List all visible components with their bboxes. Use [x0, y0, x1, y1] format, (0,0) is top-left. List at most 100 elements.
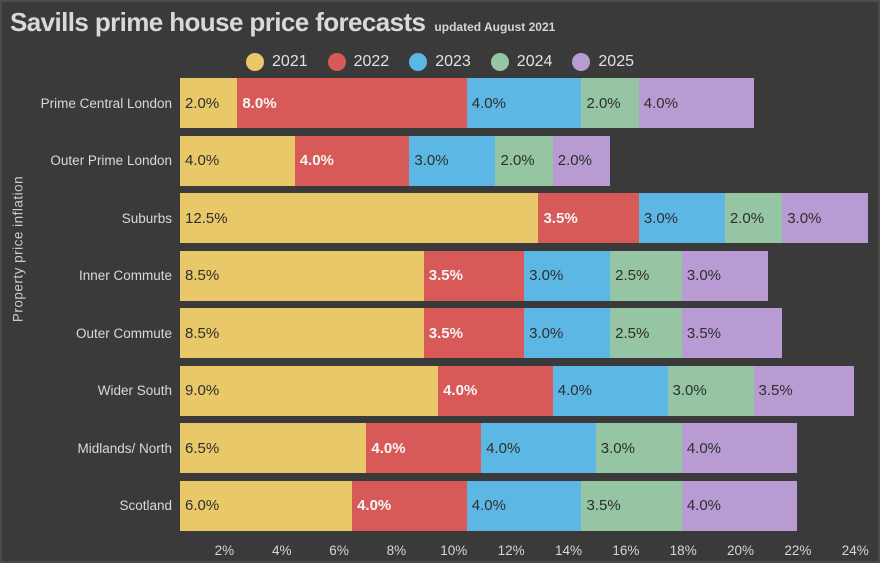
bar-segment-2021: 9.0% — [180, 365, 439, 416]
bar-segment-2023: 4.0% — [466, 480, 582, 531]
bar-segment-2024: 2.0% — [495, 135, 553, 186]
data-label: 4.0% — [185, 152, 220, 169]
x-axis-tick: 20% — [727, 543, 755, 558]
data-label: 2.5% — [615, 267, 650, 284]
chart-row: Prime Central London 2.0% 8.0% 4.0% 2.0% 4.0% — [2, 78, 878, 128]
legend-item-2021[interactable]: 2021 — [246, 53, 308, 71]
bar-track: 4.0% 4.0% 3.0% 2.0% 2.0% — [180, 135, 874, 186]
data-label: 3.5% — [428, 267, 463, 284]
data-label: 2.0% — [500, 152, 535, 169]
bar-segment-2021: 2.0% — [180, 78, 238, 128]
data-label: 4.0% — [686, 497, 722, 514]
data-label: 4.0% — [486, 439, 521, 457]
data-label: 3.5% — [543, 209, 578, 227]
bar-segment-2022: 3.5% — [423, 308, 525, 358]
data-label: 4.0% — [686, 439, 722, 457]
bar-track: 6.5% 4.0% 4.0% 3.0% 4.0% — [180, 423, 874, 473]
x-axis-tick: 10% — [440, 543, 468, 558]
bar-segment-2024: 2.0% — [581, 78, 639, 128]
x-axis-tick: 18% — [669, 543, 697, 558]
x-axis-tick: 24% — [841, 543, 869, 558]
data-label: 2.0% — [586, 94, 621, 112]
category-label: Scotland — [119, 498, 172, 513]
x-axis-tick: 14% — [554, 543, 582, 558]
chart-row: Scotland 6.0% 4.0% 4.0% 3.5% 4.0% — [2, 480, 878, 531]
bar-segment-2025: 4.0% — [681, 423, 797, 473]
bar-segment-2024: 3.0% — [595, 423, 682, 473]
bar-segment-2024: 2.5% — [610, 308, 682, 358]
data-label: 2.0% — [729, 209, 765, 227]
x-axis-tick: 22% — [784, 543, 812, 558]
data-label: 4.0% — [643, 94, 678, 112]
data-label: 4.0% — [557, 382, 592, 399]
legend-label: 2023 — [435, 53, 471, 70]
data-label: 3.0% — [787, 209, 822, 227]
bar-segment-2025: 4.0% — [681, 480, 797, 531]
data-label: 2.0% — [185, 94, 220, 112]
bar-segment-2022: 4.0% — [294, 135, 410, 186]
data-label: 8.5% — [185, 267, 220, 284]
category-label: Outer Commute — [75, 325, 172, 341]
category-label: Outer Prime London — [50, 153, 172, 168]
data-label: 3.0% — [643, 209, 679, 227]
legend-label: 2025 — [598, 53, 634, 70]
legend-label: 2021 — [272, 53, 308, 70]
chart-row: Wider South 9.0% 4.0% 4.0% 3.0% 3.5% — [2, 365, 878, 416]
data-label: 6.5% — [185, 439, 220, 457]
legend-item-2024[interactable]: 2024 — [490, 53, 553, 71]
x-axis-tick: 2% — [214, 543, 235, 558]
rows: Prime Central London 2.0% 8.0% 4.0% 2.0% 4.0%… — [2, 78, 878, 531]
legend-swatch-icon — [490, 53, 509, 71]
data-label: 2.5% — [615, 324, 650, 342]
bar-segment-2024: 3.5% — [581, 480, 682, 531]
x-axis-tick: 12% — [497, 543, 525, 558]
bar-segment-2021: 8.5% — [180, 250, 424, 301]
data-label: 4.0% — [443, 382, 478, 399]
legend-item-2025[interactable]: 2025 — [572, 53, 634, 71]
x-axis-tick: 16% — [612, 543, 640, 558]
bar-track: 8.5% 3.5% 3.0% 2.5% 3.0% — [180, 250, 874, 301]
data-label: 8.5% — [185, 324, 220, 342]
legend: 2021 2022 2023 2024 2025 — [2, 51, 878, 73]
data-label: 3.5% — [586, 497, 621, 514]
data-label: 3.0% — [529, 324, 564, 342]
bar-segment-2021: 12.5% — [180, 193, 539, 243]
bar-segment-2024: 2.5% — [610, 250, 682, 301]
bar-segment-2025: 4.0% — [638, 78, 754, 128]
legend-label: 2022 — [353, 53, 390, 70]
bar-segment-2022: 8.0% — [237, 78, 467, 128]
category-label: Prime Central London — [40, 95, 172, 111]
bar-segment-2021: 4.0% — [180, 135, 295, 186]
bar-segment-2025: 3.5% — [753, 365, 854, 416]
bar-segment-2023: 4.0% — [466, 78, 582, 128]
bar-segment-2023: 4.0% — [552, 365, 668, 416]
bar-segment-2023: 3.0% — [524, 308, 611, 358]
data-label: 4.0% — [299, 152, 334, 169]
bar-segment-2025: 3.5% — [681, 308, 783, 358]
x-axis-tick: 6% — [329, 543, 349, 558]
bar-segment-2023: 3.0% — [524, 250, 611, 301]
x-axis-tick: 8% — [386, 543, 407, 558]
category-label: Wider South — [97, 383, 172, 398]
bar-segment-2021: 8.5% — [180, 308, 424, 358]
bar-segment-2025: 3.0% — [681, 250, 768, 301]
data-label: 9.0% — [185, 382, 220, 399]
legend-item-2023[interactable]: 2023 — [409, 53, 471, 71]
legend-item-2022[interactable]: 2022 — [327, 53, 390, 71]
bar-segment-2023: 3.0% — [638, 193, 725, 243]
bar-segment-2021: 6.5% — [180, 423, 367, 473]
bar-segment-2022: 3.5% — [538, 193, 639, 243]
bar-track: 2.0% 8.0% 4.0% 2.0% 4.0% — [180, 78, 874, 128]
legend-label: 2024 — [516, 53, 553, 70]
bar-segment-2024: 3.0% — [667, 365, 754, 416]
data-label: 4.0% — [471, 497, 506, 514]
bar-track: 12.5% 3.5% 3.0% 2.0% 3.0% — [180, 193, 874, 243]
chart-area: Prime Central London 2.0% 8.0% 4.0% 2.0% 4.0%… — [2, 78, 878, 561]
y-axis-label: Property price inflation — [10, 175, 26, 323]
data-label: 8.0% — [242, 94, 277, 112]
category-label: Midlands/ North — [77, 440, 172, 456]
bar-segment-2021: 6.0% — [180, 480, 353, 531]
category-label: Inner Commute — [78, 268, 172, 283]
bar-segment-2022: 4.0% — [366, 423, 482, 473]
